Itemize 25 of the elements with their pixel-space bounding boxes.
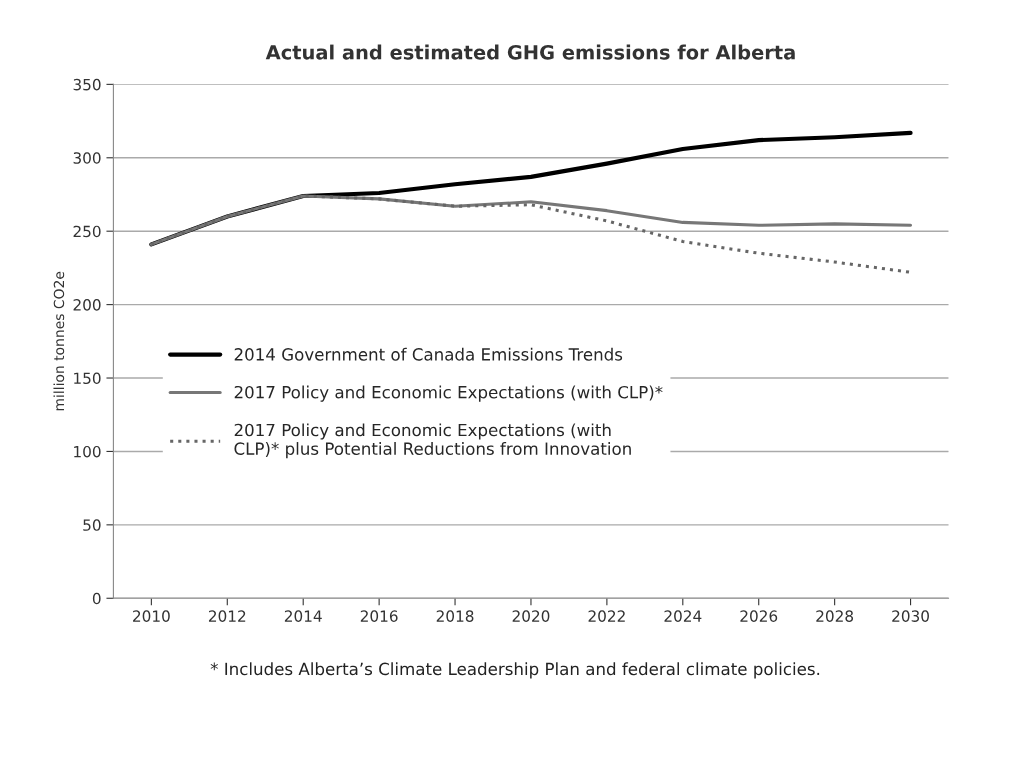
y-tick-label: 250 [73,225,101,238]
chart-title: Actual and estimated GHG emissions for Alberta [265,44,795,60]
legend-label: 2017 Policy and Economic Expectations (with CLP)* [234,385,663,402]
x-tick-label: 2012 [208,610,246,622]
y-axis-title: million tonnes CO2e [53,271,65,411]
x-tick-label: 2020 [512,610,550,622]
x-tick-label: 2010 [133,610,170,622]
y-tick-label: 150 [74,372,101,385]
legend-label: 2017 Policy and Economic Expectations (with CLP)* plus Potential Reductions from Innovation [234,423,631,459]
x-tick-label: 2018 [436,610,474,622]
x-tick-label: 2022 [588,610,625,622]
y-tick-label: 300 [73,152,101,164]
y-tick-label: 350 [73,78,101,91]
legend-label: 2014 Government of Canada Emissions Trends [234,347,623,361]
y-tick-label: 100 [74,445,101,458]
x-tick-label: 2028 [816,610,854,622]
x-tick-label: 2030 [892,610,929,622]
x-tick-label: 2026 [740,610,778,622]
y-tick-label: 0 [92,592,101,605]
y-tick-label: 200 [73,299,101,311]
y-tick-label: 50 [83,519,101,531]
x-tick-label: 2016 [360,610,398,622]
x-tick-label: 2014 [284,610,322,622]
x-tick-label: 2024 [664,610,702,622]
text: * Includes Alberta’s Climate Leadership Plan and federal climate policies. [210,662,820,679]
